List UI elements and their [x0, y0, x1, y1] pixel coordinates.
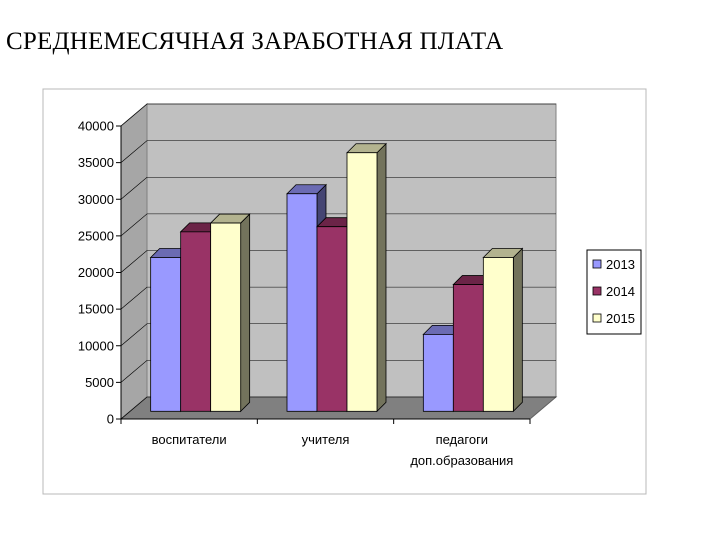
slide-title: СРЕДНЕМЕСЯЧНАЯ ЗАРАБОТНАЯ ПЛАТА: [6, 28, 504, 55]
gridline: [120, 396, 556, 420]
y-tick-label: 40000: [78, 119, 114, 134]
bar-side: [240, 213, 251, 413]
bar: [150, 257, 182, 412]
gridline: [120, 103, 556, 127]
legend-swatch: [592, 286, 602, 296]
bar: [316, 226, 348, 412]
gridline: [120, 360, 556, 383]
x-category-label: воспитатели: [152, 432, 227, 447]
legend-label: 2014: [606, 284, 635, 299]
bar-side: [376, 142, 387, 413]
y-tick-label: 20000: [78, 265, 114, 280]
legend-label: 2015: [606, 311, 635, 326]
legend-swatch: [592, 259, 602, 269]
x-category-label: педагоги: [436, 432, 489, 447]
y-tick-label: 0: [107, 412, 114, 427]
bar: [346, 152, 378, 412]
bar: [452, 284, 484, 412]
y-tick-label: 10000: [78, 338, 114, 353]
gridline: [120, 140, 556, 163]
bar: [180, 231, 212, 412]
bar: [422, 333, 454, 412]
gridline: [120, 323, 556, 346]
legend-label: 2013: [606, 257, 635, 272]
y-tick-label: 5000: [85, 375, 114, 390]
bar: [286, 193, 318, 412]
x-category-label: учителя: [302, 432, 350, 447]
bar-side: [512, 247, 523, 413]
gridline: [120, 286, 556, 310]
y-tick-label: 35000: [78, 155, 114, 170]
y-tick-label: 25000: [78, 228, 114, 243]
bar: [482, 257, 514, 412]
bar: [210, 222, 242, 412]
legend-swatch: [592, 313, 602, 323]
gridline: [120, 176, 556, 200]
legend: 2013 2014 2015: [586, 249, 642, 335]
gridline: [120, 250, 556, 273]
gridline: [120, 213, 556, 237]
y-tick-label: 30000: [78, 192, 114, 207]
plot-area: 0 5000 10000 15000 20000 25000 30000 35000 40000…: [78, 102, 558, 468]
y-tick-label: 15000: [78, 302, 114, 317]
x-category-label: доп.образования: [410, 453, 513, 468]
